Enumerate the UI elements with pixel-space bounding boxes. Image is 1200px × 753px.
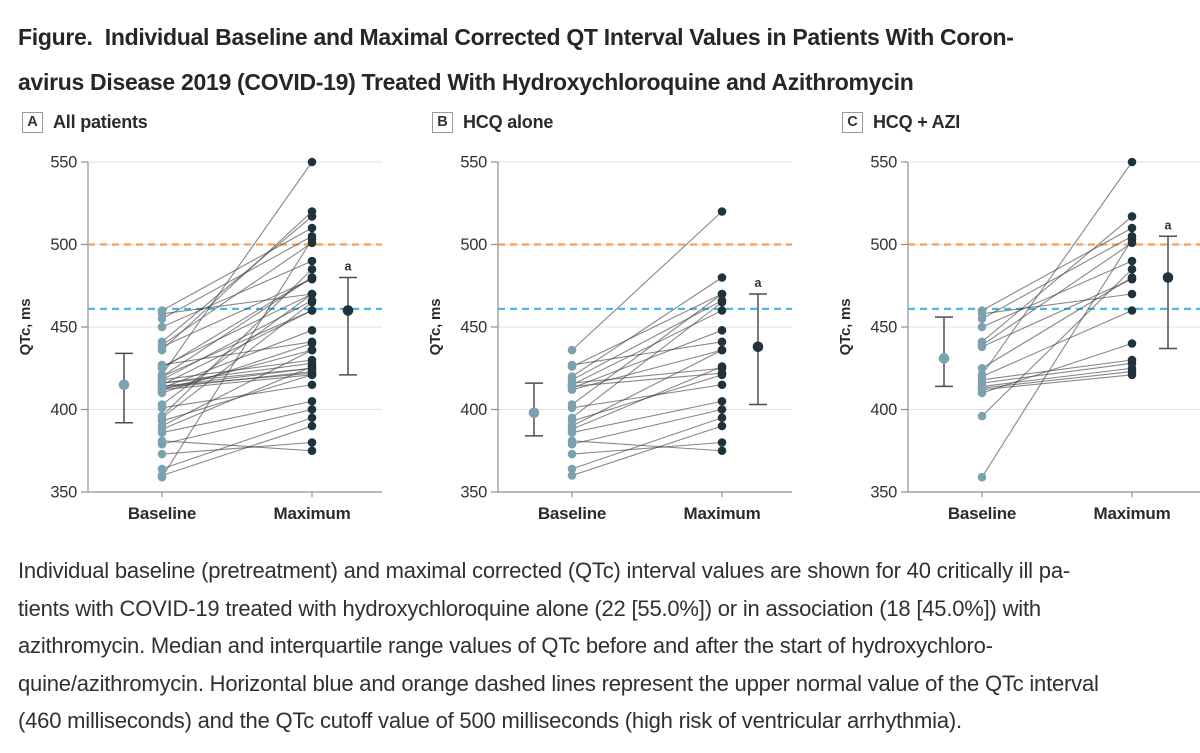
panel-b-title: HCQ alone [463,111,554,132]
panel-a: A All patients 350 400 450 500 550 QTc, ms Bas… [10,109,396,522]
panels-row: A All patients 350 400 450 500 550 QTc, ms Bas… [0,109,1200,522]
svg-text:500: 500 [50,236,77,254]
panel-a-title: All patients [53,111,148,132]
svg-text:550: 550 [870,154,897,172]
svg-text:400: 400 [870,401,897,419]
panel-b-letter-badge: B [432,111,453,133]
svg-text:Baseline: Baseline [128,504,196,522]
svg-text:Maximum: Maximum [273,504,350,522]
svg-text:350: 350 [870,484,897,502]
panel-a-letter-badge: A [22,111,43,133]
svg-text:450: 450 [50,319,77,337]
svg-text:350: 350 [460,484,487,502]
svg-text:Maximum: Maximum [1093,504,1170,522]
svg-text:Maximum: Maximum [683,504,760,522]
svg-text:a: a [1165,218,1173,232]
svg-text:a: a [345,260,353,274]
svg-text:450: 450 [460,319,487,337]
svg-text:a: a [755,276,763,290]
svg-text:QTc, ms: QTc, ms [837,299,854,356]
svg-text:350: 350 [50,484,77,502]
svg-text:400: 400 [50,401,77,419]
panel-c: C HCQ + AZI 350 400 450 500 550 QTc, ms Baseli… [830,109,1200,522]
svg-text:550: 550 [460,154,487,172]
panel-c-title: HCQ + AZI [873,111,961,132]
svg-text:QTc, ms: QTc, ms [427,299,444,356]
svg-text:QTc, ms: QTc, ms [17,299,34,356]
panel-a-chart: 350 400 450 500 550 QTc, ms Baseline Maximum a [17,154,382,522]
panel-b-chart: 350 400 450 500 550 QTc, ms Baseline Maximum a [427,154,792,522]
svg-text:400: 400 [460,401,487,419]
panel-c-header: C HCQ + AZI [830,109,1200,135]
svg-text:500: 500 [870,236,897,254]
panel-b-header: B HCQ alone [420,109,806,135]
panel-b: B HCQ alone 350 400 450 500 550 QTc, ms Baseli… [420,109,806,522]
svg-text:550: 550 [50,154,77,172]
svg-text:450: 450 [870,319,897,337]
panel-a-header: A All patients [10,109,396,135]
svg-text:Baseline: Baseline [538,504,606,522]
figure-caption: Individual baseline (pretreatment) and m… [18,558,1099,733]
panel-c-chart: 350 400 450 500 550 QTc, ms Baseline Maximum a [837,154,1200,522]
figure-title: Figure. Individual Baseline and Maximal … [18,24,1014,95]
panel-c-letter-badge: C [842,111,863,133]
svg-text:Baseline: Baseline [948,504,1016,522]
svg-text:500: 500 [460,236,487,254]
